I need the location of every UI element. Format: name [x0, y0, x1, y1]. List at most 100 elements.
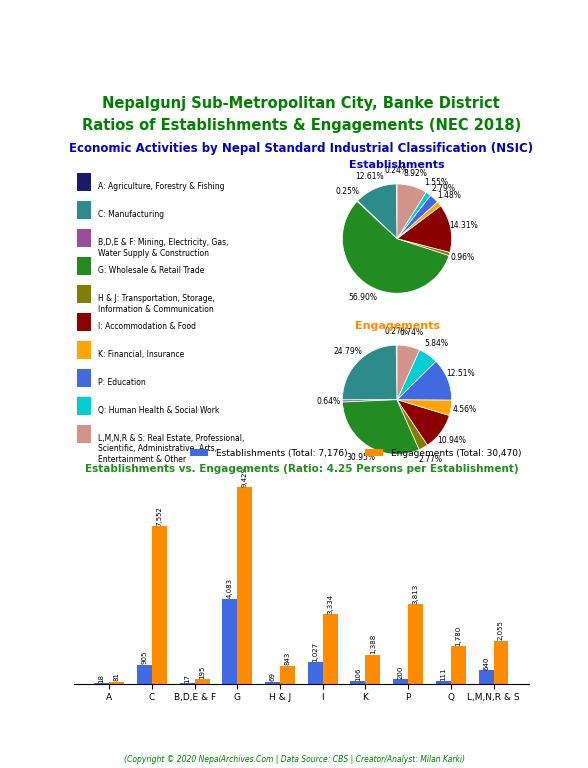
Text: 8.92%: 8.92% [404, 168, 428, 177]
Text: 4.56%: 4.56% [453, 406, 477, 414]
Text: 0.24%: 0.24% [385, 166, 409, 175]
Bar [137, 664, 152, 684]
Text: 3,813: 3,813 [413, 584, 419, 604]
Wedge shape [397, 184, 426, 239]
Text: 1,027: 1,027 [312, 641, 318, 661]
Text: 2.77%: 2.77% [418, 455, 442, 464]
Wedge shape [397, 350, 436, 399]
Text: 10.94%: 10.94% [437, 435, 466, 445]
Wedge shape [358, 184, 397, 239]
Bar [323, 614, 338, 684]
Text: 0.96%: 0.96% [450, 253, 475, 263]
FancyBboxPatch shape [78, 397, 91, 415]
FancyBboxPatch shape [78, 285, 91, 303]
Text: 843: 843 [285, 652, 290, 665]
Bar [109, 682, 124, 684]
FancyBboxPatch shape [78, 257, 91, 275]
Text: 905: 905 [141, 650, 148, 664]
Text: P: Education: P: Education [98, 378, 146, 387]
Text: 200: 200 [397, 665, 403, 679]
Text: 640: 640 [483, 656, 489, 670]
Bar [365, 654, 380, 684]
FancyBboxPatch shape [78, 230, 91, 247]
Text: 17: 17 [184, 674, 190, 683]
Text: 0.64%: 0.64% [317, 397, 341, 406]
Wedge shape [397, 195, 437, 239]
Text: 1.55%: 1.55% [424, 178, 448, 187]
Text: 3,334: 3,334 [327, 594, 333, 614]
Text: 5.84%: 5.84% [424, 339, 448, 348]
Text: G: Wholesale & Retail Trade: G: Wholesale & Retail Trade [98, 266, 205, 275]
Wedge shape [342, 201, 449, 293]
Bar [393, 680, 408, 684]
Wedge shape [397, 202, 440, 239]
Text: 1.48%: 1.48% [437, 190, 462, 200]
Bar [350, 681, 365, 684]
Text: Economic Activities by Nepal Standard Industrial Classification (NSIC): Economic Activities by Nepal Standard In… [69, 141, 533, 154]
Text: 106: 106 [355, 667, 361, 680]
Bar [152, 526, 167, 684]
Bar [195, 680, 209, 684]
Legend: Establishments (Total: 7,176), Engagements (Total: 30,470): Establishments (Total: 7,176), Engagemen… [187, 445, 524, 461]
Bar [408, 604, 423, 684]
FancyBboxPatch shape [78, 201, 91, 219]
Wedge shape [397, 361, 452, 400]
Title: Engagements: Engagements [355, 321, 440, 331]
Text: 2.79%: 2.79% [432, 184, 455, 193]
Text: 30.95%: 30.95% [346, 453, 376, 462]
Text: A: Agriculture, Forestry & Fishing: A: Agriculture, Forestry & Fishing [98, 182, 225, 191]
Wedge shape [396, 345, 397, 399]
Text: L,M,N,R & S: Real Estate, Professional,
Scientific, Administrative, Arts,
Entert: L,M,N,R & S: Real Estate, Professional, … [98, 434, 245, 464]
Text: 0.27%: 0.27% [385, 327, 409, 336]
Bar [265, 682, 280, 684]
Title: Establishments vs. Engagements (Ratio: 4.25 Persons per Establishment): Establishments vs. Engagements (Ratio: 4… [85, 464, 518, 474]
Text: B,D,E & F: Mining, Electricity, Gas,
Water Supply & Construction: B,D,E & F: Mining, Electricity, Gas, Wat… [98, 238, 229, 257]
Text: K: Financial, Insurance: K: Financial, Insurance [98, 350, 185, 359]
Text: Q: Human Health & Social Work: Q: Human Health & Social Work [98, 406, 220, 415]
Wedge shape [342, 399, 419, 455]
Text: 2,055: 2,055 [498, 621, 504, 641]
Text: C: Manufacturing: C: Manufacturing [98, 210, 165, 219]
Text: 7,552: 7,552 [156, 506, 162, 526]
Text: 195: 195 [199, 665, 205, 679]
Bar [280, 666, 295, 684]
Text: (Copyright © 2020 NepalArchives.Com | Data Source: CBS | Creator/Analyst: Milan : (Copyright © 2020 NepalArchives.Com | Da… [123, 755, 465, 764]
Wedge shape [397, 239, 450, 256]
Wedge shape [397, 192, 430, 239]
Wedge shape [397, 399, 452, 415]
Text: 6.74%: 6.74% [399, 329, 423, 337]
Text: 18: 18 [99, 674, 105, 683]
Wedge shape [397, 399, 427, 449]
Wedge shape [357, 201, 397, 239]
Text: 56.90%: 56.90% [348, 293, 377, 302]
Wedge shape [396, 184, 397, 239]
FancyBboxPatch shape [78, 313, 91, 331]
Text: 1,780: 1,780 [455, 626, 462, 646]
Text: 12.51%: 12.51% [446, 369, 475, 379]
Bar [308, 662, 323, 684]
Title: Establishments: Establishments [349, 160, 445, 170]
Text: 9,429: 9,429 [242, 467, 248, 487]
Text: 1,388: 1,388 [370, 634, 376, 654]
Text: 14.31%: 14.31% [450, 221, 479, 230]
Bar [436, 681, 451, 684]
FancyBboxPatch shape [78, 369, 91, 387]
Text: 24.79%: 24.79% [334, 347, 363, 356]
Text: 4,083: 4,083 [227, 578, 233, 598]
Bar [493, 641, 509, 684]
Wedge shape [397, 206, 452, 253]
Text: 0.25%: 0.25% [335, 187, 359, 197]
FancyBboxPatch shape [78, 341, 91, 359]
Wedge shape [397, 345, 419, 399]
Text: 12.61%: 12.61% [356, 171, 384, 180]
Bar [238, 488, 252, 684]
Text: I: Accommodation & Food: I: Accommodation & Food [98, 322, 196, 331]
Wedge shape [342, 399, 397, 402]
Text: 81: 81 [113, 672, 119, 681]
Bar [222, 598, 238, 684]
Text: H & J: Transportation, Storage,
Information & Communication: H & J: Transportation, Storage, Informat… [98, 294, 215, 313]
Wedge shape [397, 399, 449, 445]
Bar [451, 647, 466, 684]
FancyBboxPatch shape [78, 174, 91, 191]
Text: 69: 69 [269, 673, 276, 681]
